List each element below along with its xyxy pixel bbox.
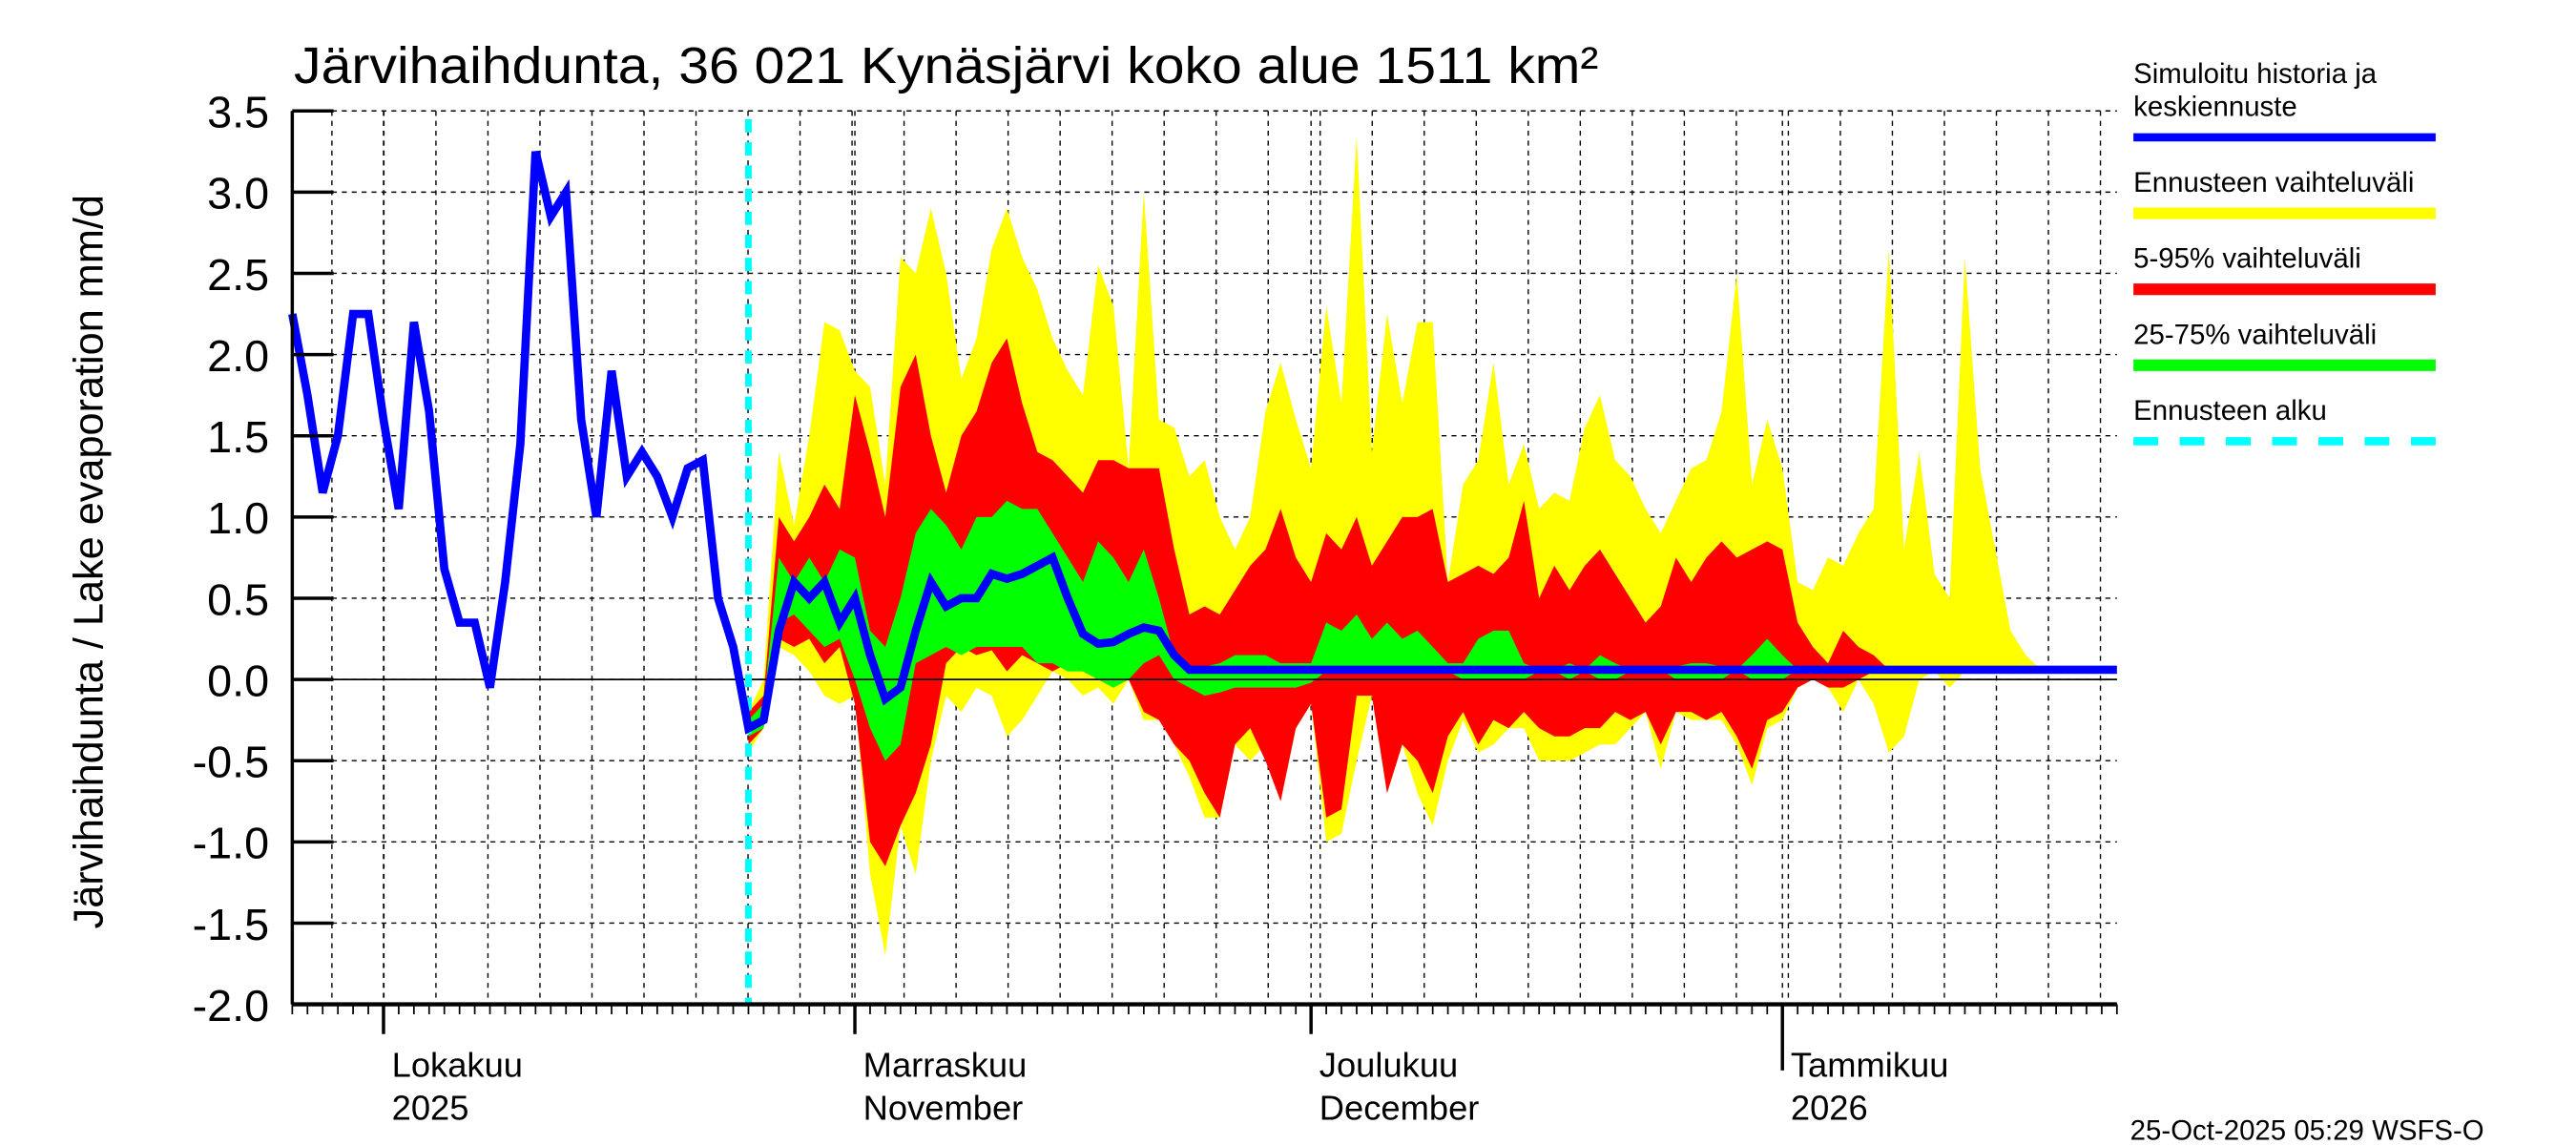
median-line <box>288 150 2117 735</box>
y-tick-label: 3.5 <box>207 88 269 137</box>
month-label: Joulukuu <box>1319 1046 1458 1085</box>
legend-label: 25-75% vaihteluväli <box>2133 319 2377 350</box>
y-tick-label: -1.5 <box>193 900 270 949</box>
month-labels: Lokakuu 2025 Marraskuu November Joulukuu Dece… <box>392 1046 1949 1128</box>
y-tick-label: 0.5 <box>207 574 269 624</box>
chart-title: Järvihaihdunta, 36 021 Kynäsjärvi koko a… <box>294 37 1598 94</box>
month-label: Tammikuu <box>1791 1046 1949 1085</box>
month-sublabel: December <box>1319 1089 1480 1128</box>
y-tick-label: -1.0 <box>193 819 270 868</box>
y-tick-label: 3.0 <box>207 169 269 219</box>
y-tick-label: 1.0 <box>207 493 269 543</box>
y-tick-label: -0.5 <box>193 738 270 787</box>
legend-label: keskiennuste <box>2133 91 2297 122</box>
month-sublabel: 2026 <box>1791 1089 1868 1128</box>
y-tick-label: 2.0 <box>207 331 269 381</box>
y-tick-label: 1.5 <box>207 412 269 462</box>
band-25-75 <box>748 500 2102 761</box>
month-label: Lokakuu <box>392 1046 523 1085</box>
month-sublabel: 2025 <box>392 1089 469 1128</box>
y-tick-label: -2.0 <box>193 981 270 1030</box>
legend-label: 5-95% vaihteluväli <box>2133 243 2361 275</box>
y-axis-label: Järvihaihdunta / Lake evaporation mm/d <box>66 195 112 928</box>
axes <box>290 109 2118 1071</box>
legend-label: Simuloitu historia ja <box>2133 58 2378 90</box>
forecast-bands <box>748 135 2102 956</box>
y-tick-label: 2.5 <box>207 250 269 300</box>
band-5-95 <box>748 338 2102 866</box>
y-tick-label: 0.0 <box>207 656 269 705</box>
timestamp-footer: 25-Oct-2025 05:29 WSFS-O <box>2130 1115 2484 1145</box>
legend-label: Ennusteen vaihteluväli <box>2133 167 2414 198</box>
y-tick-labels: 3.5 3.0 2.5 2.0 1.5 1.0 0.5 0.0 -0.5 -1.0 -1.5 -2.0 <box>193 88 270 1030</box>
series-lines <box>288 118 2117 1005</box>
month-sublabel: November <box>863 1089 1024 1128</box>
legend-label: Ennusteen alku <box>2133 395 2327 427</box>
month-label: Marraskuu <box>863 1046 1028 1085</box>
